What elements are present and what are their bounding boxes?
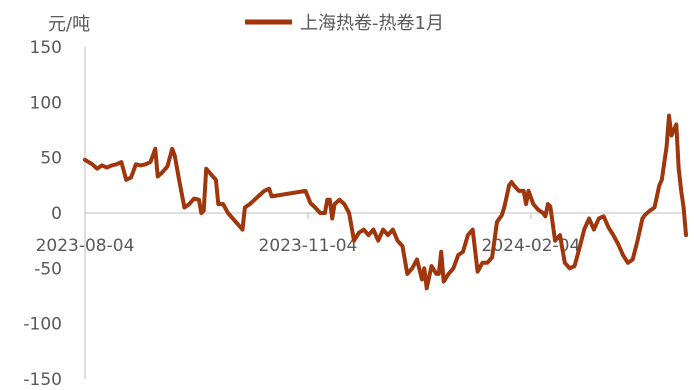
x-tick-label: 2023-11-04 [259, 236, 358, 256]
y-unit-label: 元/吨 [48, 14, 90, 35]
y-tick-label: -100 [23, 315, 62, 335]
axes [84, 47, 686, 379]
x-axis-tick-labels: 2023-08-04 2023-11-04 2024-02-04 [36, 236, 581, 256]
y-tick-label: 100 [30, 93, 62, 113]
y-tick-label: -150 [23, 370, 62, 390]
y-axis-tick-labels: 150 100 50 0 -50 -100 -150 [23, 38, 62, 390]
y-tick-label: 50 [40, 149, 62, 169]
legend-label: 上海热卷-热卷1月 [300, 13, 444, 34]
y-tick-label: 0 [51, 204, 62, 224]
x-tick-label: 2023-08-04 [36, 236, 135, 256]
y-tick-label: -50 [34, 259, 62, 279]
legend: 上海热卷-热卷1月 [245, 13, 444, 34]
y-tick-label: 150 [30, 38, 62, 58]
series-line [83, 113, 688, 291]
